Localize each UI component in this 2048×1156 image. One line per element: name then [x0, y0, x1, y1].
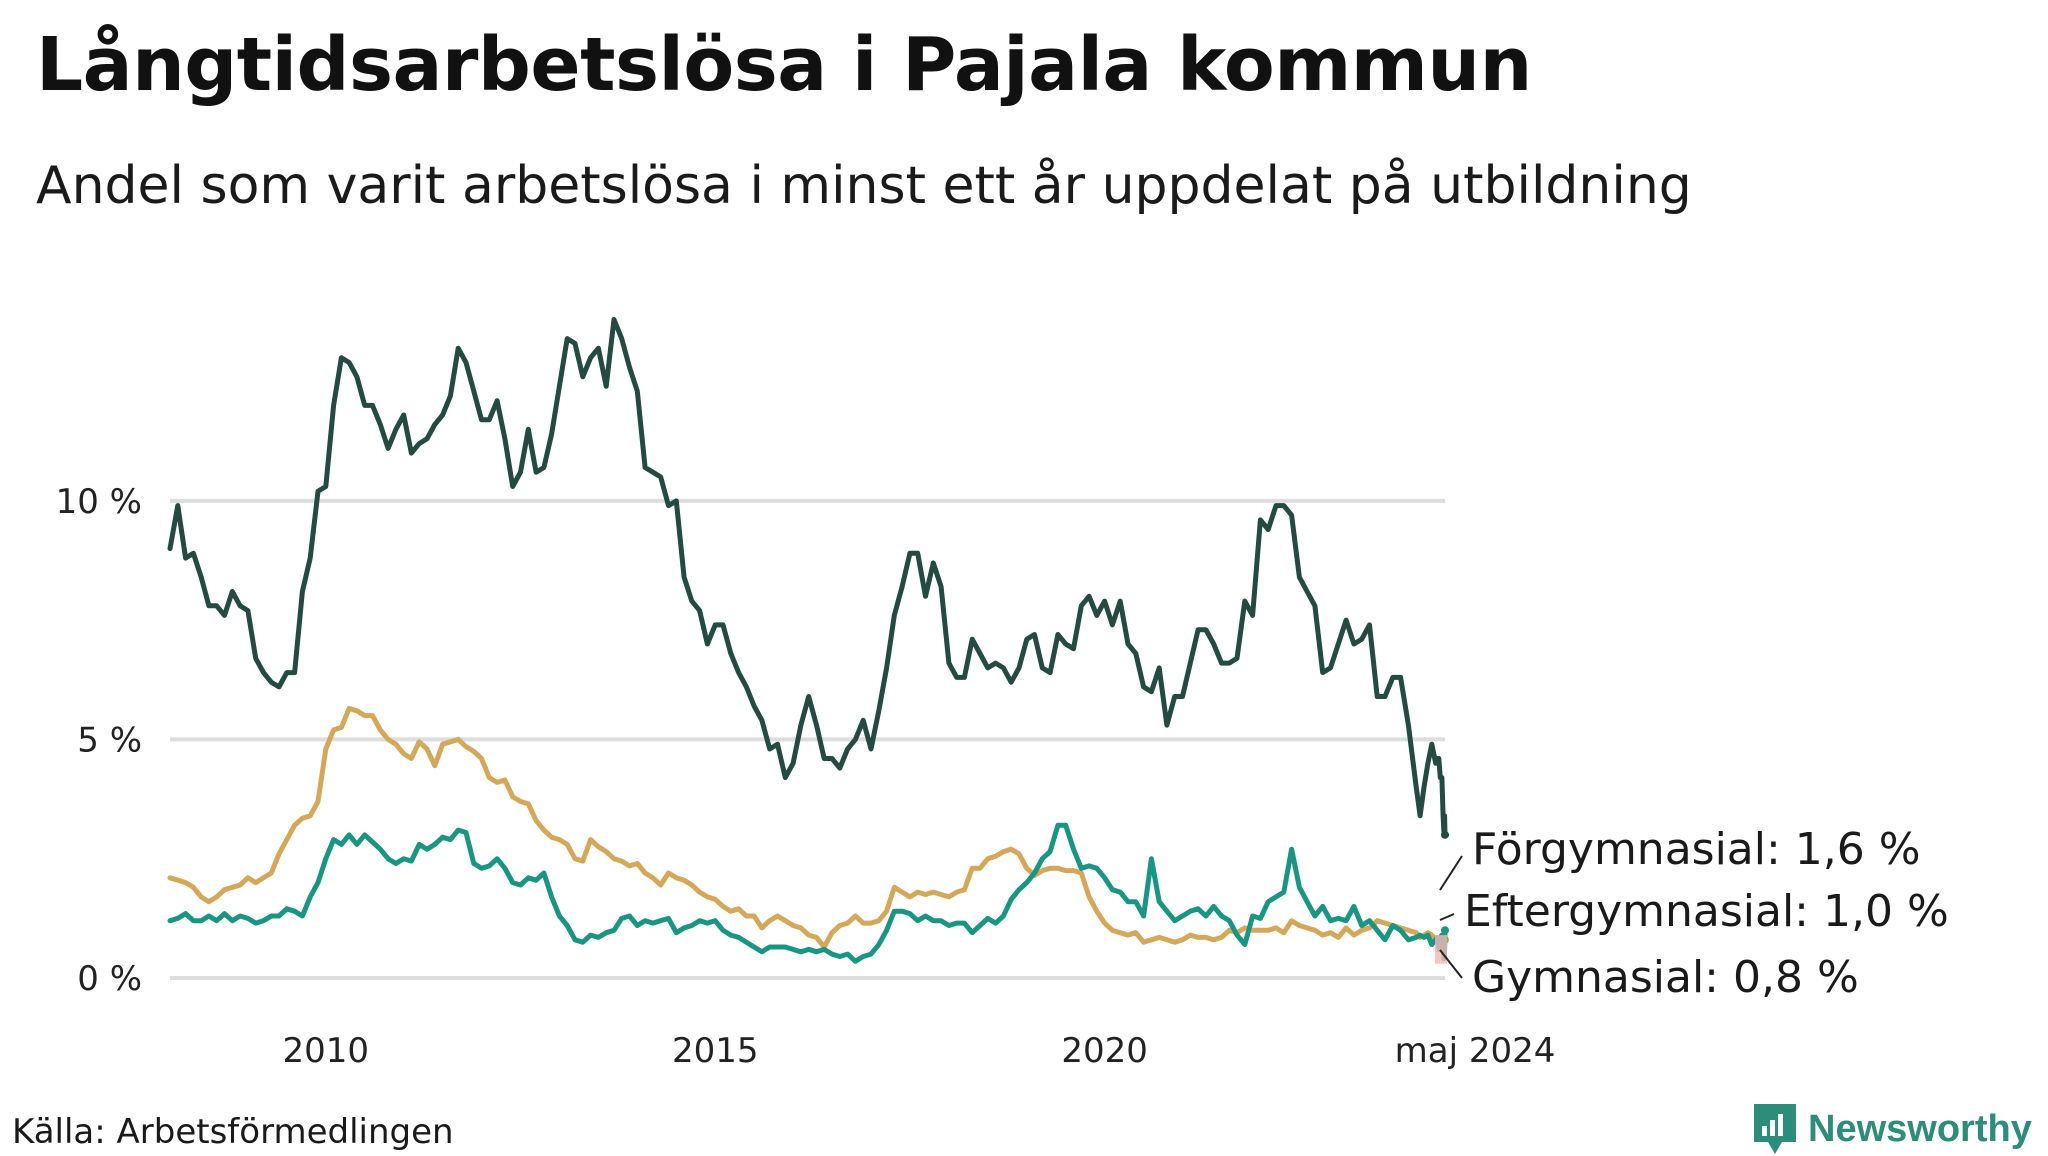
- series-line-eftergymnasial: [167, 822, 1448, 964]
- x-axis-tick-labels: 2010 2015 2020 maj 2024: [283, 1031, 1556, 1071]
- end-label-eftergymnasial: Eftergymnasial: 1,0 %: [1464, 886, 1949, 937]
- end-label-connector: [1439, 913, 1455, 921]
- end-label-connector: [1439, 855, 1463, 891]
- x-tick-label: 2010: [283, 1031, 370, 1071]
- series-endpoint-förgymnasial: [1441, 830, 1449, 839]
- chart-subtitle: Andel som varit arbetslösa i minst ett å…: [36, 156, 1692, 216]
- brand-logo[interactable]: Newsworthy: [1752, 1102, 2032, 1156]
- y-tick-label: 5 %: [77, 720, 142, 760]
- series-lines: [167, 317, 1449, 964]
- end-label-förgymnasial: Förgymnasial: 1,6 %: [1472, 824, 1921, 875]
- end-label-gymnasial: Gymnasial: 0,8 %: [1472, 952, 1859, 1003]
- newsworthy-logo-icon: [1754, 1104, 1796, 1154]
- series-line-gymnasial: [167, 705, 1448, 950]
- end-label-connector: [1439, 949, 1463, 979]
- series-line-förgymnasial: [167, 317, 1448, 838]
- y-tick-label: 0 %: [77, 959, 142, 999]
- chart-title: Långtidsarbetslösa i Pajala kommun: [36, 22, 1532, 108]
- end-labels: Förgymnasial: 1,6 % Eftergymnasial: 1,0 %…: [1439, 824, 1949, 1003]
- y-tick-label: 10 %: [56, 482, 142, 522]
- latest-value-highlight: [1435, 935, 1447, 964]
- x-tick-label: maj 2024: [1395, 1031, 1556, 1071]
- brand-name: Newsworthy: [1808, 1107, 2032, 1150]
- gridlines: [170, 498, 1445, 980]
- x-tick-label: 2015: [672, 1031, 759, 1071]
- source-note: Källa: Arbetsförmedlingen: [12, 1112, 454, 1152]
- y-axis-tick-labels: 0 % 5 % 10 %: [56, 482, 142, 999]
- series-endpoint-eftergymnasial: [1441, 926, 1449, 935]
- x-tick-label: 2020: [1061, 1031, 1148, 1071]
- line-chart: 0 % 5 % 10 % 2010 2015 2020 maj 2024 Förgymna…: [56, 317, 1949, 1071]
